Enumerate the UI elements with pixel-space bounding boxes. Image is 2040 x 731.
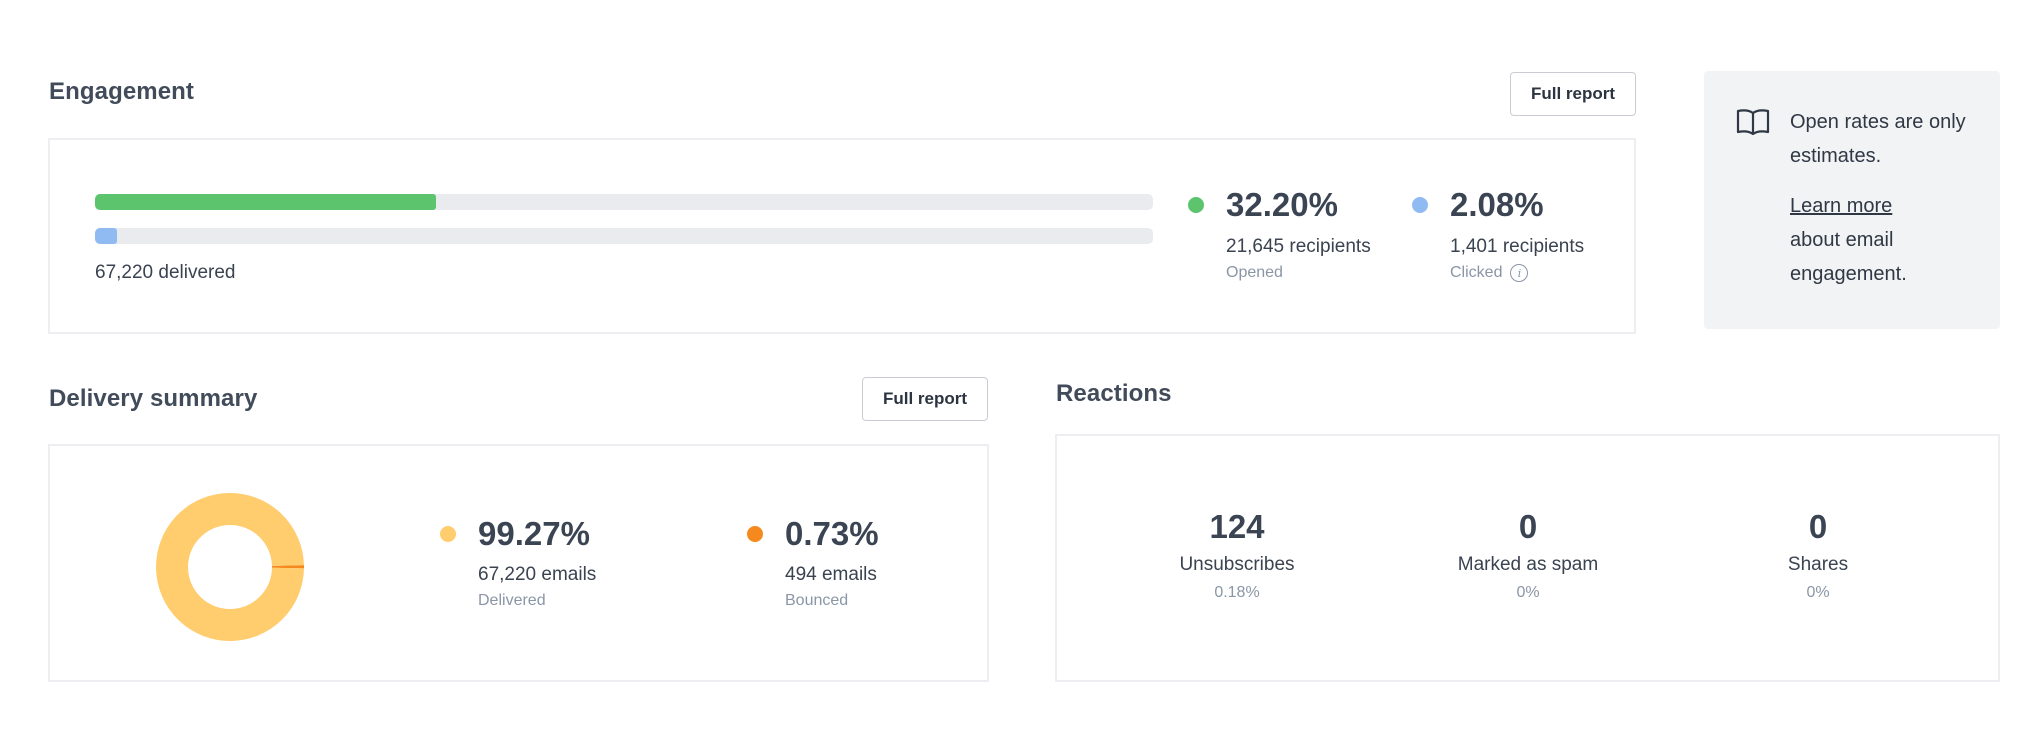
delivery-full-report-button[interactable]: Full report xyxy=(862,377,988,421)
opened-percent: 32.20% xyxy=(1226,186,1338,223)
clicked-bar-track xyxy=(95,228,1153,244)
shares-percent: 0% xyxy=(1806,584,1830,601)
learn-more-link[interactable]: Learn more xyxy=(1790,195,1893,217)
opened-recipients: 21,645 recipients xyxy=(1226,236,1371,257)
clicked-label: Clicked i xyxy=(1450,264,1529,282)
reactions-title: Reactions xyxy=(1056,380,1172,407)
opened-label: Opened xyxy=(1226,264,1283,282)
clicked-bar-fill xyxy=(95,228,117,244)
tip-text: Open rates are only estimates. Learn mor… xyxy=(1790,105,1990,291)
spam-percent: 0% xyxy=(1516,584,1540,601)
engagement-full-report-button[interactable]: Full report xyxy=(1510,72,1636,116)
unsubscribes-percent: 0.18% xyxy=(1214,584,1260,601)
reaction-marked-as-spam: 0 Marked as spam 0% xyxy=(1398,508,1658,602)
shares-count: 0 xyxy=(1808,508,1828,545)
opened-bar-track xyxy=(95,194,1153,210)
clicked-legend-dot xyxy=(1412,197,1428,213)
bounced-percent: 0.73% xyxy=(785,515,879,552)
opened-label-text: Opened xyxy=(1226,264,1283,281)
reaction-shares: 0 Shares 0% xyxy=(1688,508,1948,602)
reaction-unsubscribes: 124 Unsubscribes 0.18% xyxy=(1107,508,1367,602)
bounced-emails: 494 emails xyxy=(785,564,877,585)
delivered-percent: 99.27% xyxy=(478,515,590,552)
engagement-card: 67,220 delivered 32.20% 21,645 recipient… xyxy=(48,138,1636,334)
donut-slice-delivered xyxy=(156,493,304,641)
clicked-label-text: Clicked xyxy=(1450,264,1503,281)
reactions-card: 124 Unsubscribes 0.18% 0 Marked as spam … xyxy=(1055,434,2000,682)
bounced-label-text: Bounced xyxy=(785,592,849,609)
donut-slice-bounced xyxy=(156,493,304,641)
delivered-count: 67,220 delivered xyxy=(95,262,236,283)
engagement-tip-panel: Open rates are only estimates. Learn mor… xyxy=(1704,71,2000,329)
book-icon xyxy=(1736,107,1770,142)
engagement-title: Engagement xyxy=(49,78,195,105)
delivered-label-text: Delivered xyxy=(478,592,546,609)
delivered-legend-dot xyxy=(440,526,456,542)
delivery-summary-card: 99.27% 67,220 emails Delivered 0.73% 494… xyxy=(48,444,989,682)
unsubscribes-count: 124 xyxy=(1209,508,1265,545)
delivered-emails: 67,220 emails xyxy=(478,564,597,585)
clicked-percent: 2.08% xyxy=(1450,186,1544,223)
opened-bar-fill xyxy=(95,194,436,210)
info-icon[interactable]: i xyxy=(1510,264,1529,282)
delivered-label: Delivered xyxy=(478,592,546,610)
tip-estimate-text: Open rates are only estimates. xyxy=(1790,111,1966,167)
opened-legend-dot xyxy=(1188,197,1204,213)
clicked-recipients: 1,401 recipients xyxy=(1450,236,1585,257)
bounced-legend-dot xyxy=(747,526,763,542)
bounced-label: Bounced xyxy=(785,592,848,610)
unsubscribes-label: Unsubscribes xyxy=(1179,554,1295,575)
spam-count: 0 xyxy=(1518,508,1538,545)
delivery-summary-title: Delivery summary xyxy=(49,385,258,412)
shares-label: Shares xyxy=(1787,554,1849,575)
spam-label: Marked as spam xyxy=(1457,554,1599,575)
delivery-donut-chart xyxy=(156,493,304,641)
tip-after-link-text: about email engagement. xyxy=(1790,229,1907,285)
